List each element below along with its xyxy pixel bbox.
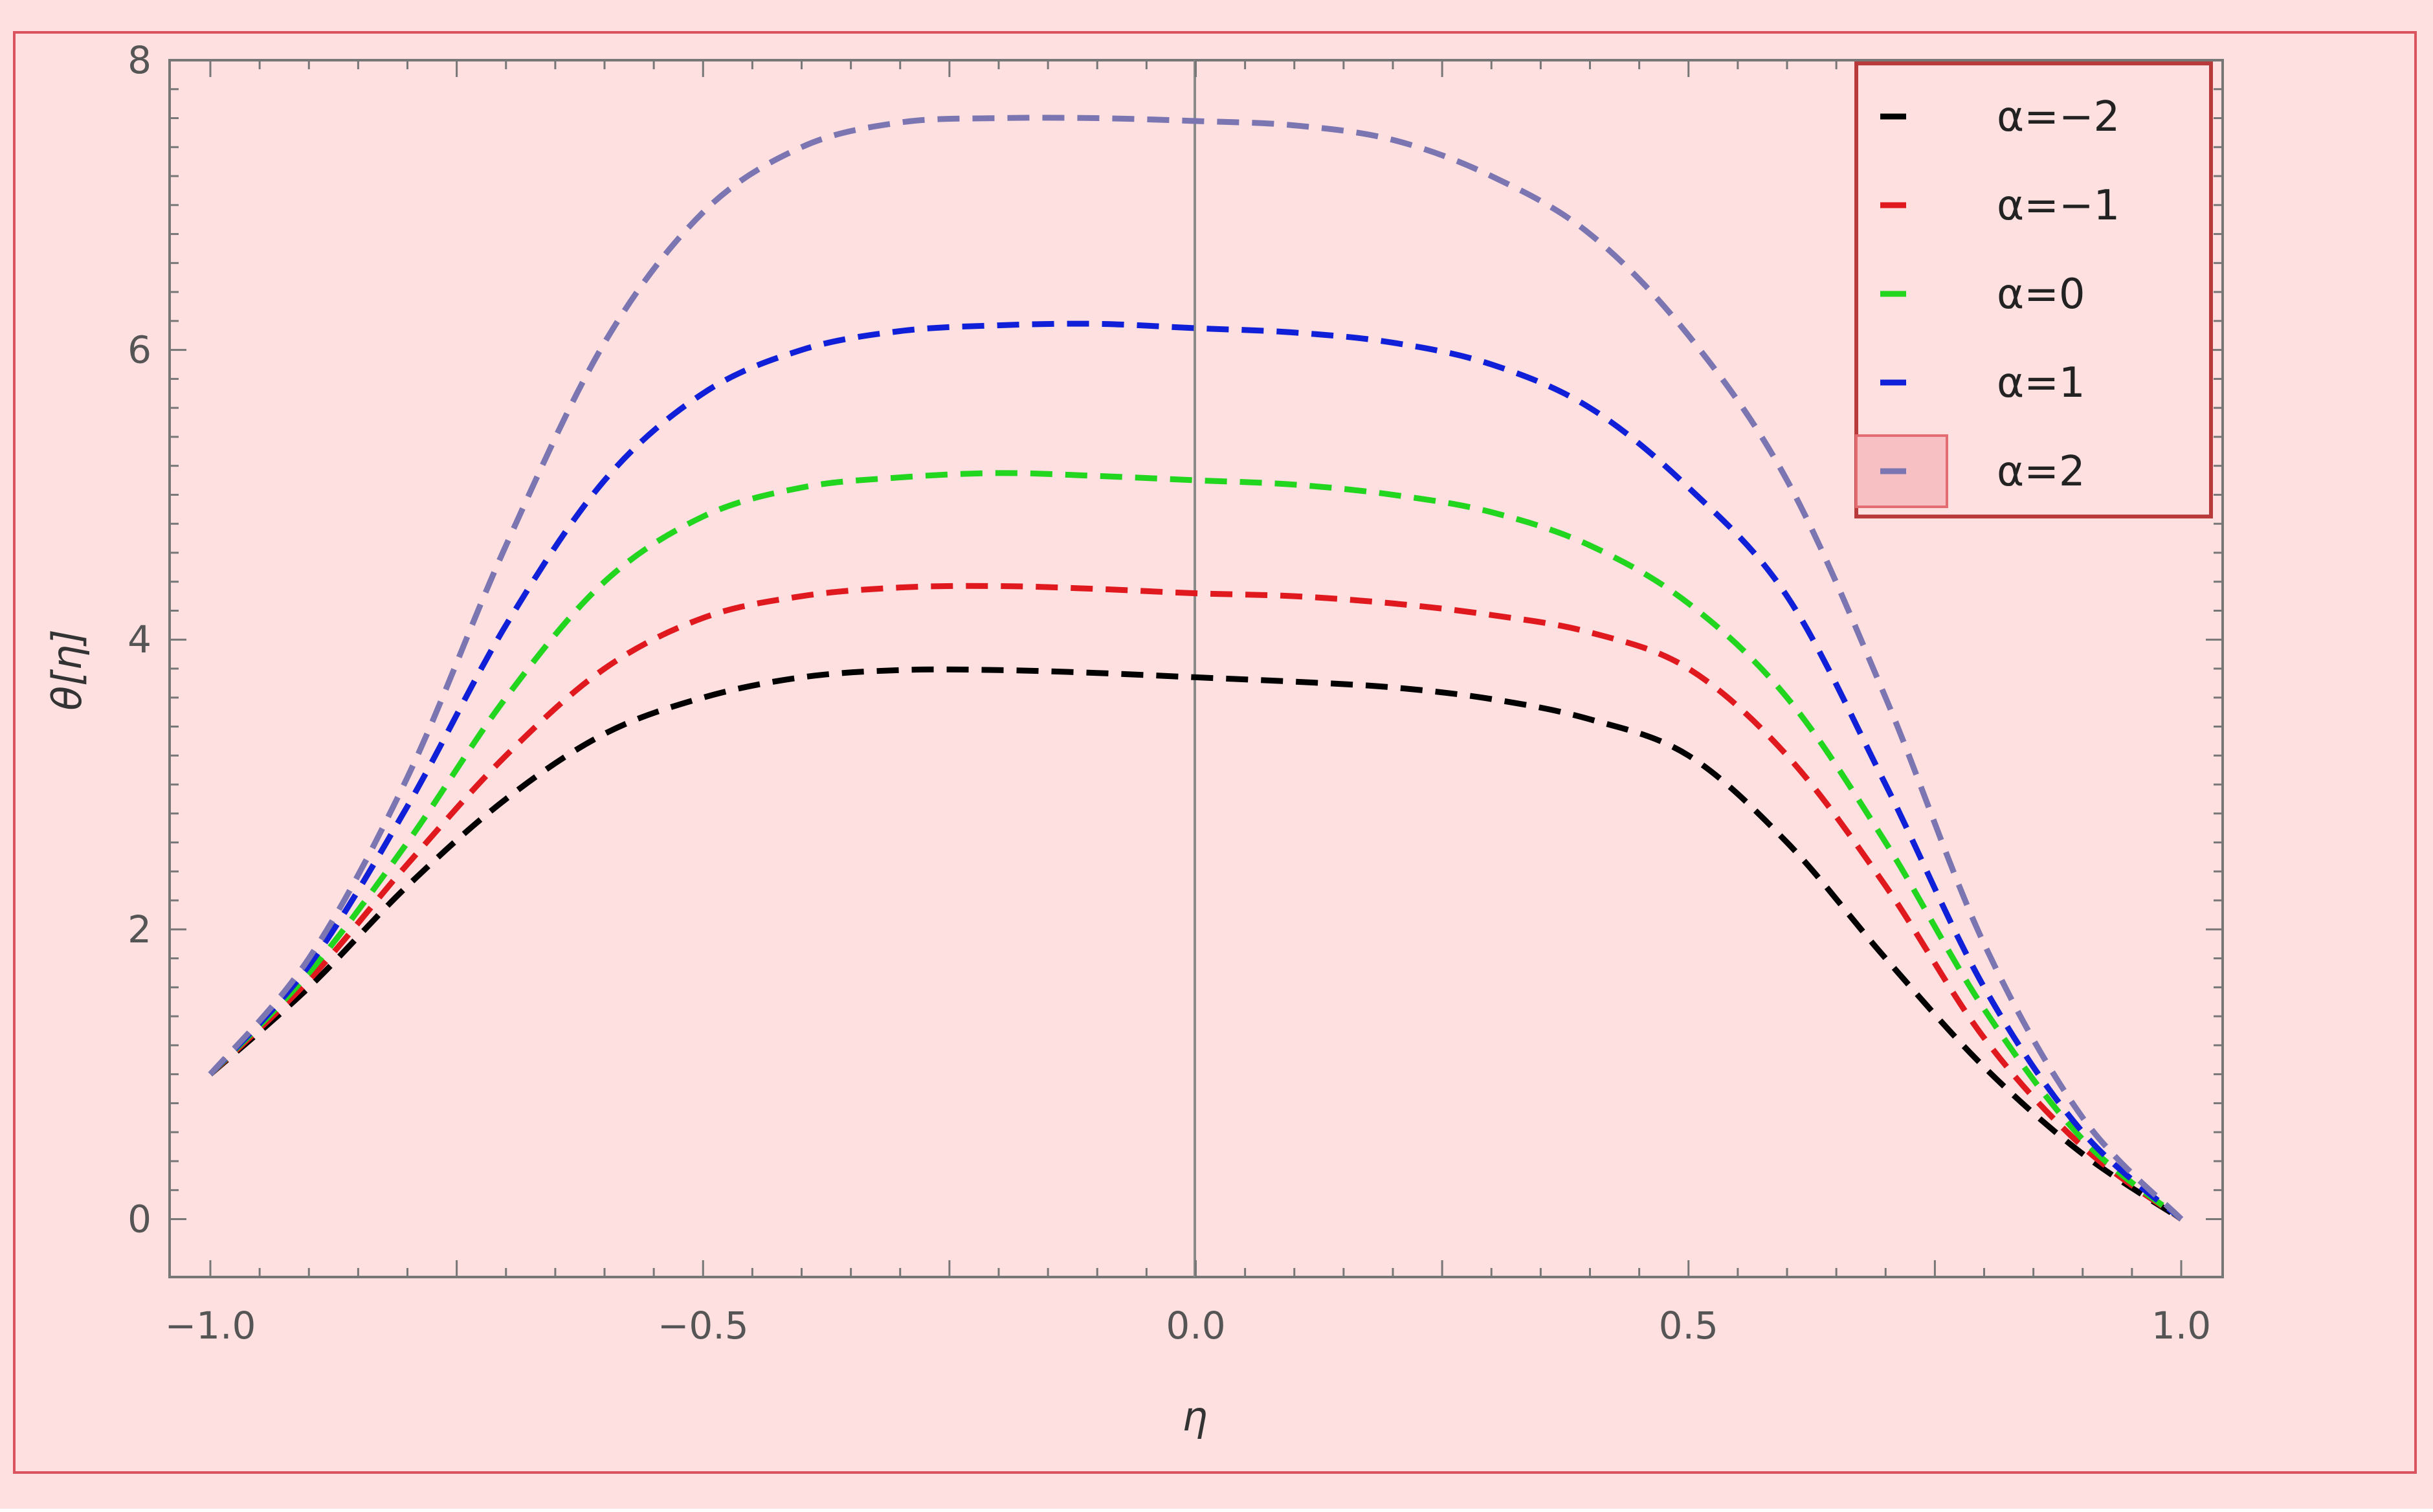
figure-frame bbox=[13, 31, 2417, 1474]
x-tick-label: 1.0 bbox=[2151, 1304, 2211, 1348]
y-axis-label: θ[η] bbox=[43, 629, 91, 711]
y-tick-label: 0 bbox=[128, 1197, 151, 1241]
series-line-4 bbox=[208, 115, 2184, 1221]
x-tick-label: 0.5 bbox=[1659, 1304, 1718, 1348]
series-line-3 bbox=[208, 320, 2183, 1221]
y-tick-label: 8 bbox=[128, 38, 151, 82]
series-line-0 bbox=[208, 666, 2183, 1222]
y-tick-label: 4 bbox=[128, 617, 151, 662]
x-tick-label: 0.0 bbox=[1166, 1304, 1225, 1348]
x-axis-label: η bbox=[1182, 1393, 1207, 1440]
x-tick-label: −1.0 bbox=[165, 1304, 256, 1348]
legend-label: α=−2 bbox=[1997, 93, 2120, 141]
series-line-2 bbox=[208, 470, 2183, 1221]
legend: α=−2 α=−1 α=0 α=1 α=2 bbox=[1854, 61, 2213, 518]
legend-label: α=0 bbox=[1997, 271, 2085, 318]
tick-labels: −1.0 −0.5 0.0 0.5 1.0 0 2 4 6 8 bbox=[128, 38, 2211, 1348]
x-tick-label: −0.5 bbox=[658, 1304, 749, 1348]
y-tick-label: 6 bbox=[128, 328, 151, 372]
legend-label: α=1 bbox=[1997, 359, 2085, 407]
y-tick-label: 2 bbox=[128, 907, 151, 951]
series-layer bbox=[208, 115, 2184, 1222]
series-line-1 bbox=[208, 583, 2183, 1222]
legend-label: α=2 bbox=[1997, 448, 2085, 496]
axis-ticks bbox=[170, 59, 2223, 1277]
legend-label: α=−1 bbox=[1997, 182, 2120, 230]
